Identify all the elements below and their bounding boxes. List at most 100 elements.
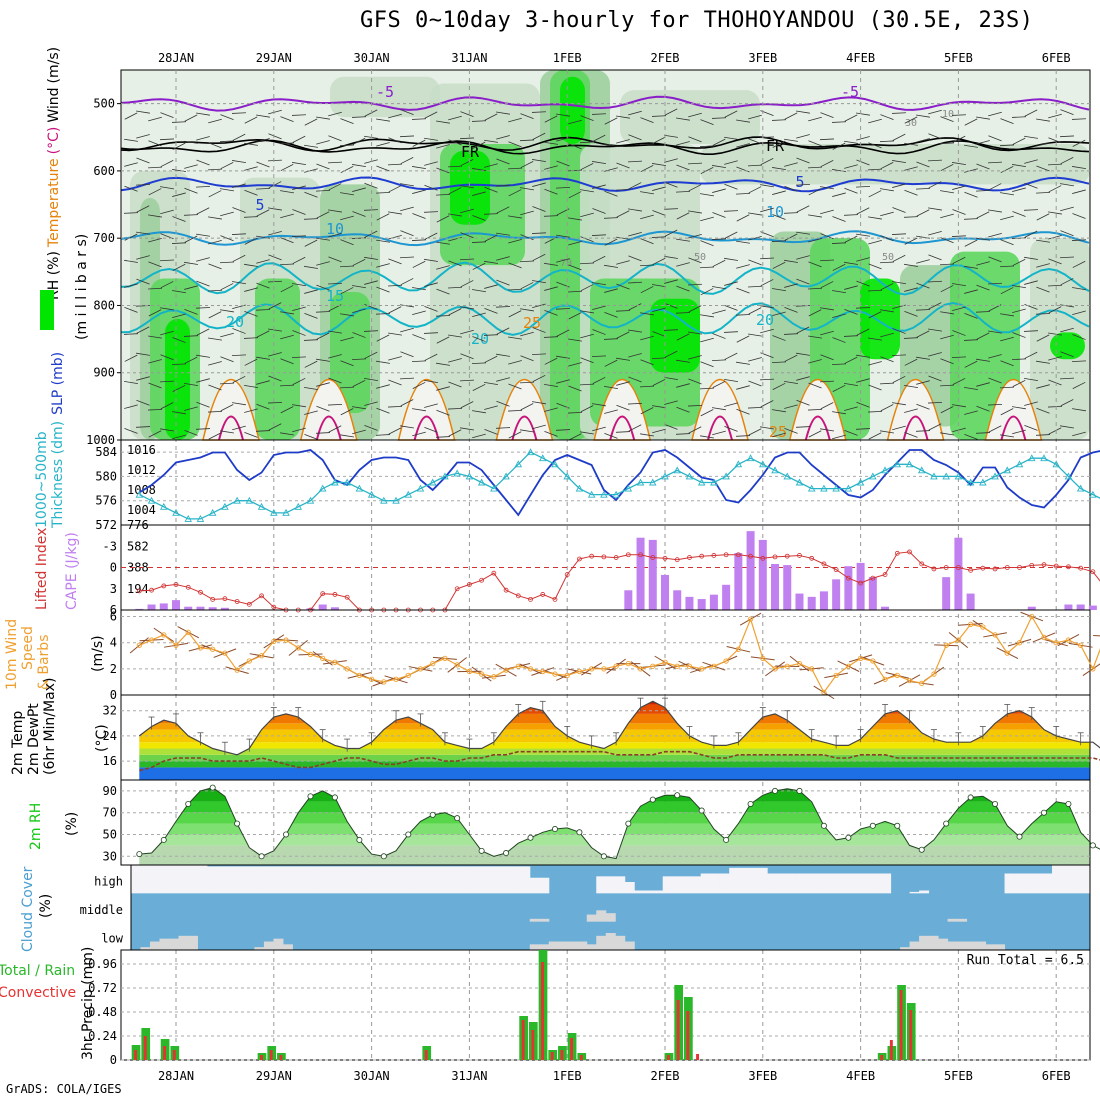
wind-barb	[879, 261, 895, 264]
wind-barb	[364, 351, 378, 359]
wind-speed-marker	[234, 667, 240, 673]
wind-barb	[940, 406, 954, 414]
wind-barb	[244, 263, 258, 267]
isotherm-label: 15	[326, 287, 344, 305]
wind-speed-marker	[564, 672, 570, 679]
wind-speed-marker	[760, 655, 766, 662]
wind-barb	[352, 164, 366, 168]
cape-bar	[709, 594, 718, 610]
wind-barb	[160, 402, 174, 410]
wind-barb	[292, 283, 306, 287]
wind-barb	[256, 138, 270, 143]
wind-barb	[844, 235, 858, 243]
wind-barb	[147, 166, 163, 169]
wind-barb	[832, 411, 846, 415]
wind-barb	[1036, 213, 1050, 221]
wind-barb	[544, 357, 558, 365]
wind-barb	[724, 231, 738, 239]
wind-barb	[400, 425, 414, 429]
wind-barb	[639, 143, 655, 146]
thickness-marker	[380, 496, 388, 504]
wind-barb	[891, 354, 907, 357]
wind-barb	[195, 185, 211, 188]
cloud-cell	[957, 941, 968, 950]
wind-barb	[232, 254, 246, 262]
thickness-label: Thickness (dm)	[50, 421, 66, 529]
wind-barb	[244, 116, 258, 124]
precip-convective-bar	[667, 1055, 670, 1060]
wind-barb	[124, 306, 138, 313]
wind-barb	[712, 259, 726, 267]
wind-barb	[411, 118, 427, 120]
wind-barb	[256, 330, 270, 338]
wind-barb	[196, 136, 210, 141]
warm-lobe-25c	[397, 378, 456, 441]
lifted-index-marker	[1078, 565, 1084, 571]
cloud-cell	[539, 918, 550, 922]
lifted-index-marker	[136, 588, 142, 594]
wind-barb	[340, 192, 354, 196]
wind-barb	[664, 424, 678, 430]
wind-barb	[304, 168, 318, 173]
wind-barb	[856, 354, 870, 358]
wind-barb	[556, 113, 570, 117]
pressure-tick-label: 1000	[86, 433, 115, 447]
wind-barb	[484, 260, 498, 264]
wind-barb	[328, 183, 342, 191]
cloud-cell	[624, 941, 635, 950]
wind-barb	[376, 118, 390, 122]
isotherm-freezing	[120, 139, 1090, 155]
wind-speed-marker	[906, 677, 913, 684]
cloud-cell	[805, 873, 816, 894]
date-tick-bottom: 5FEB	[944, 1069, 973, 1083]
wind-barb	[568, 119, 582, 125]
thickness-marker	[465, 472, 474, 480]
wind-barb	[964, 144, 978, 148]
cape-bar	[868, 577, 877, 610]
wind-barb	[328, 330, 342, 334]
wind-barb	[256, 380, 270, 385]
wind-barb	[244, 142, 258, 146]
wind-barb	[616, 139, 630, 144]
wind-barb	[424, 305, 438, 312]
rh-marker	[845, 834, 852, 841]
pressure-tick-label: 600	[93, 164, 115, 178]
wind-barb	[220, 404, 234, 412]
precip-tick-label: 0.24	[88, 1029, 117, 1043]
cloud-cell	[605, 933, 616, 950]
wind-barb	[759, 378, 775, 381]
temp-tick-label: 24	[103, 729, 117, 743]
date-tick-top: 5FEB	[944, 51, 973, 65]
wind-barb	[1072, 139, 1086, 147]
wind-barb	[424, 137, 438, 141]
precip-convective-bar	[279, 1055, 283, 1060]
wind-barb	[903, 216, 919, 218]
lifted-index-marker	[674, 557, 680, 563]
wind-barb	[219, 140, 235, 143]
rh-legend-swatch	[40, 290, 54, 330]
cape-bar	[673, 590, 682, 610]
wind-barb	[832, 216, 846, 222]
wind-barb	[136, 376, 150, 381]
cloud-cell	[425, 866, 436, 894]
wind-barb	[388, 185, 402, 193]
wind-barb	[796, 110, 810, 114]
lifted-index-marker	[479, 577, 485, 583]
wind-barb	[1036, 142, 1050, 147]
slp-line	[138, 449, 1100, 517]
wind-barb	[964, 410, 978, 415]
wind-barb	[988, 135, 1002, 142]
wind-barb	[244, 408, 258, 413]
wind-speed-marker	[735, 646, 741, 652]
isotherm-label: -5	[376, 83, 394, 101]
precip-convective-bar	[260, 1055, 263, 1060]
wind-barb	[688, 210, 702, 214]
wind-barb	[1047, 284, 1063, 287]
wind-barb	[760, 305, 774, 309]
wind-barb	[868, 190, 882, 198]
wind-barb	[448, 334, 462, 338]
wind-speed-marker	[344, 666, 350, 672]
lifted-index-marker	[234, 599, 240, 604]
wind-barb	[364, 182, 378, 189]
